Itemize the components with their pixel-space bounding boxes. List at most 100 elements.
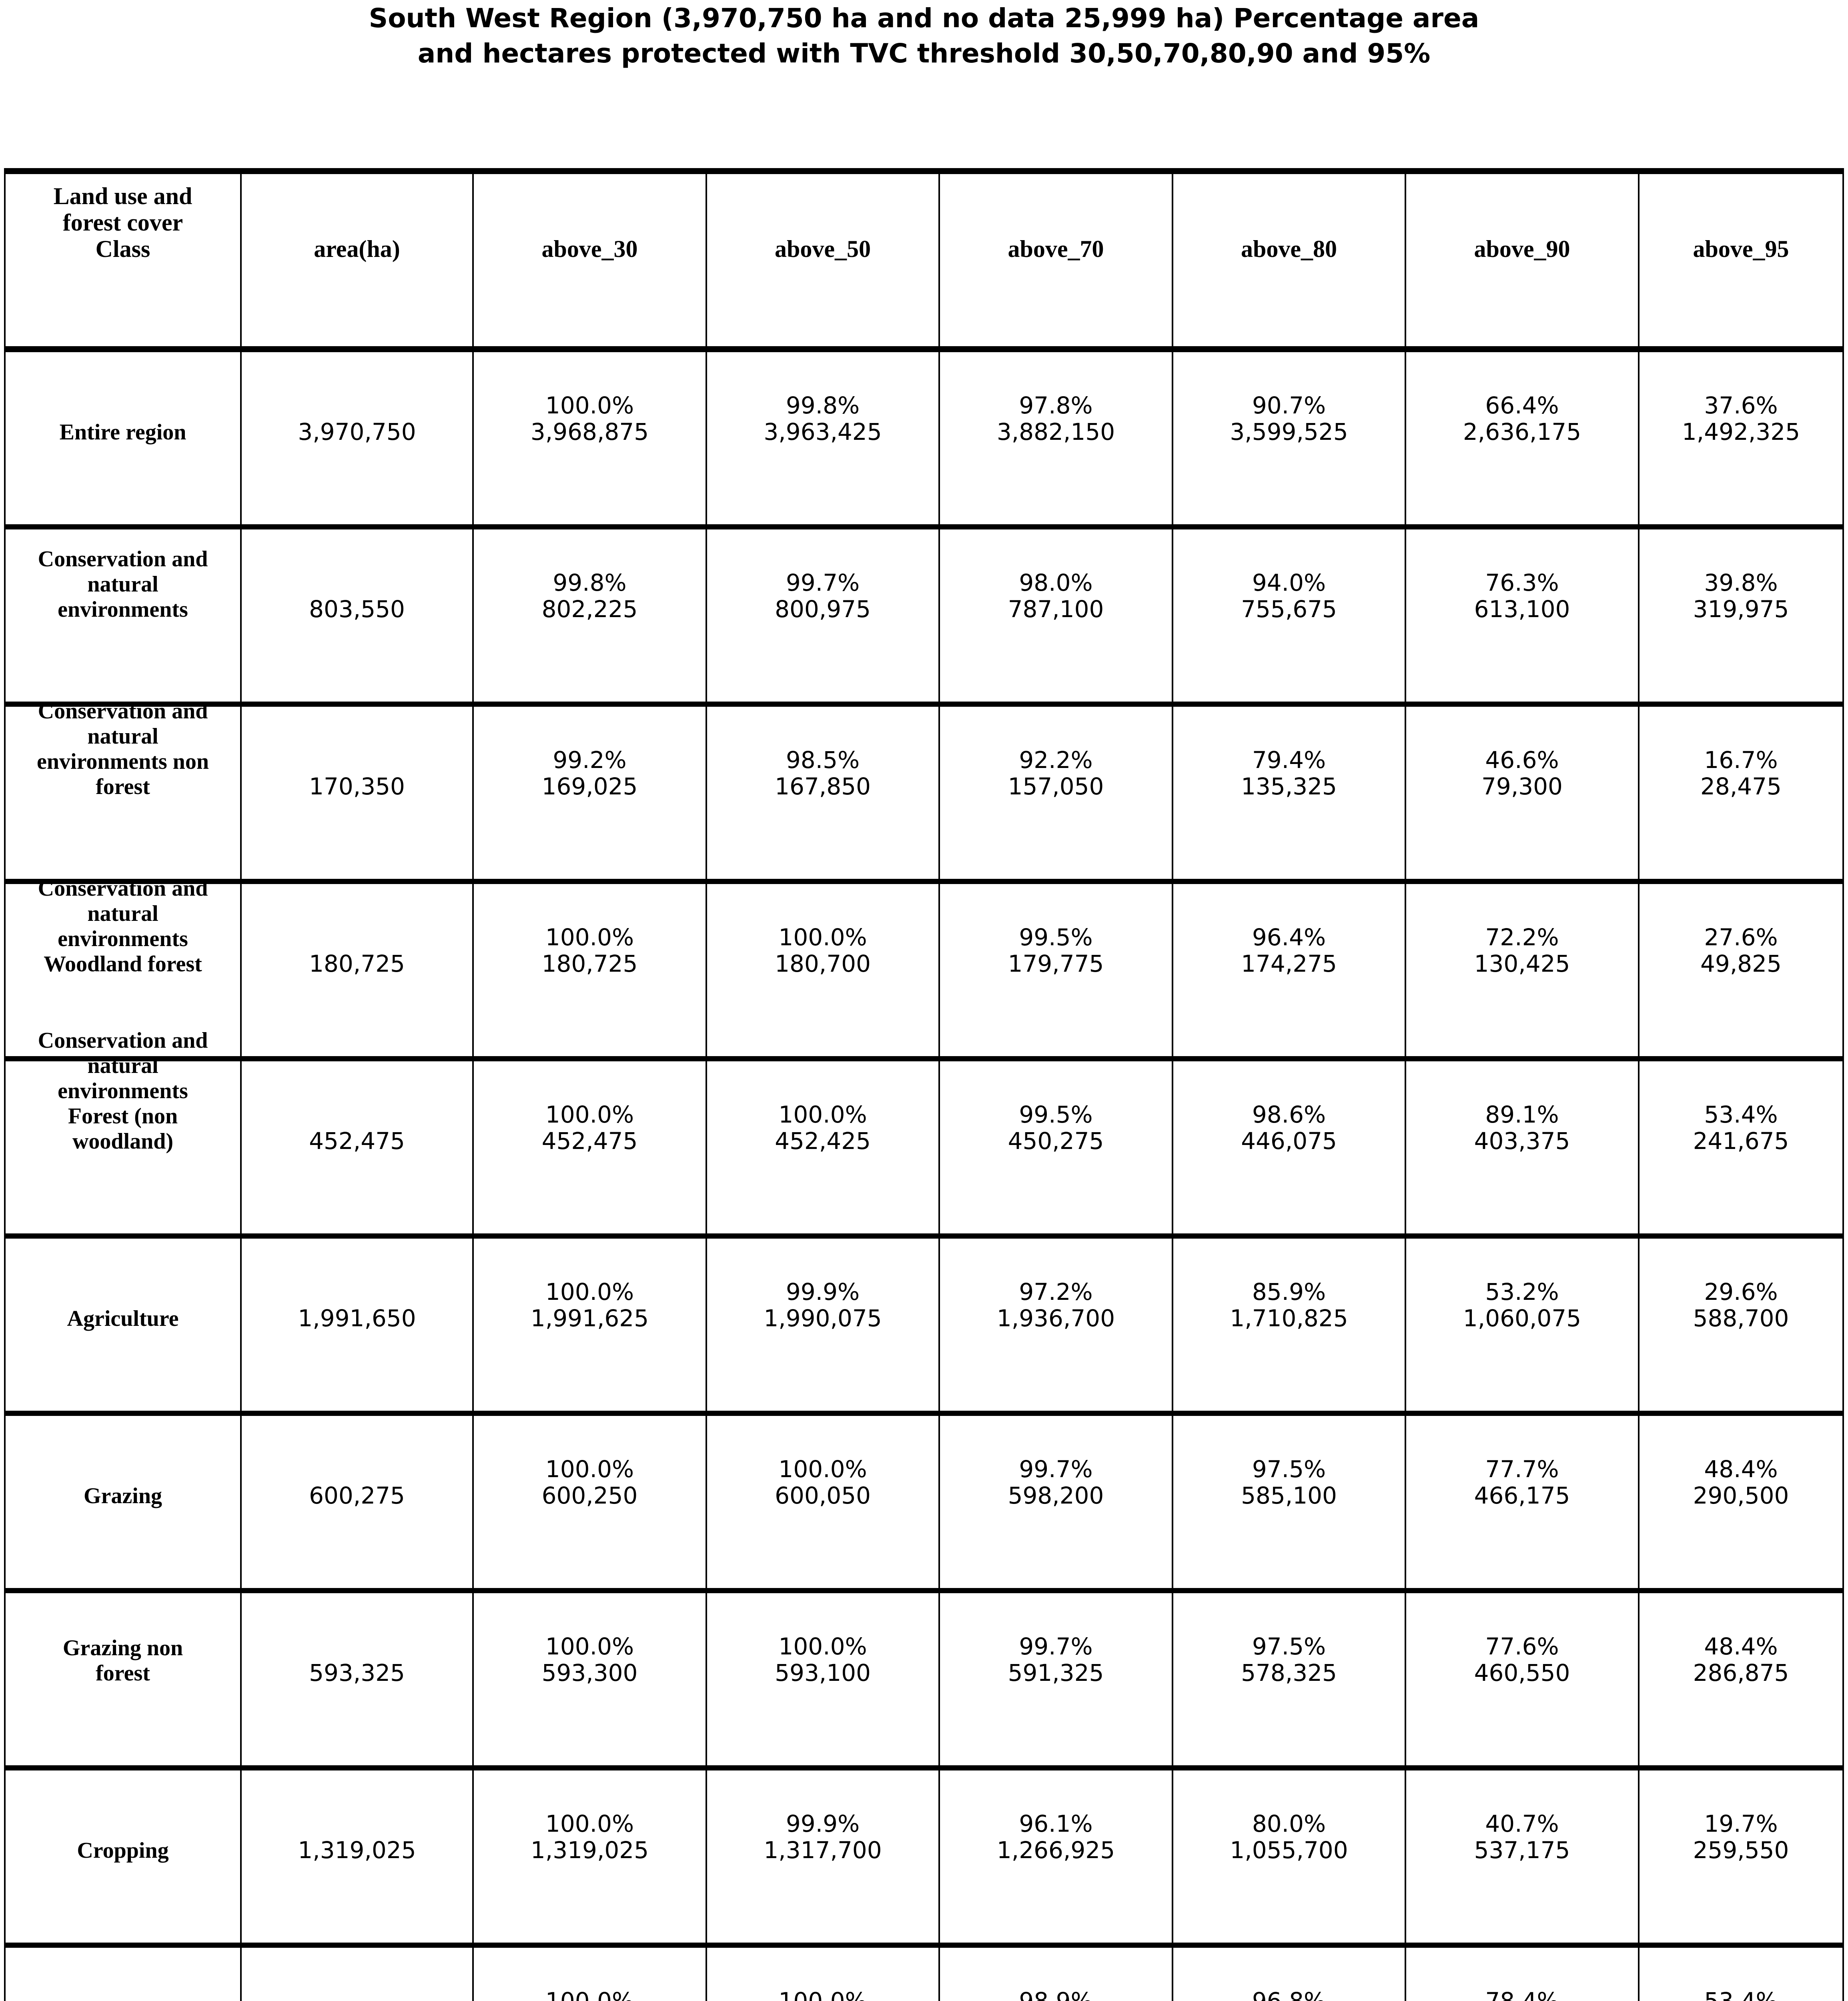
value-block: 100.0% 452,425 [707, 1101, 938, 1154]
percent-value: 53.4% [1704, 1101, 1778, 1128]
area-cell: 452,475 [240, 1059, 473, 1236]
header-cellbox: above_80 [1173, 174, 1405, 346]
above-50-cell: 98.5% 167,850 [706, 704, 939, 882]
value-block: 66.4% 2,636,175 [1406, 392, 1638, 445]
value-cellbox: 100.0%72,225 [707, 1948, 938, 2001]
percent-value: 100.0% [545, 1987, 634, 2001]
above-80-cell: 79.4% 135,325 [1172, 704, 1405, 882]
hectares-value: 598,200 [1008, 1482, 1104, 1509]
percent-value: 39.8% [1704, 569, 1778, 596]
value-block: 48.4% 290,500 [1640, 1456, 1842, 1509]
value-block: 99.5% 450,275 [940, 1101, 1172, 1154]
value-block: 100.0% 452,475 [474, 1101, 706, 1154]
percent-value: 37.6% [1704, 392, 1778, 419]
value-cellbox: 100.0% 1,319,025 [474, 1770, 706, 1943]
percent-value: 99.5% [1019, 1101, 1093, 1128]
hectares-value: 1,055,700 [1230, 1837, 1348, 1864]
area-number: 170,350 [309, 773, 405, 800]
header-label: above_95 [1693, 236, 1789, 262]
class-cellbox: Entire region [6, 352, 240, 524]
table-row: Entire region 3,970,750 100.0% 3,968,875 99.… [4, 349, 1843, 527]
value-cellbox: 97.5% 578,325 [1173, 1593, 1405, 1765]
value-cellbox: 80.0% 1,055,700 [1173, 1770, 1405, 1943]
area-value: 1,991,650 [242, 1305, 472, 1331]
area-cellbox: 72,250 [242, 1948, 472, 2001]
value-block: 78.4%56,650 [1406, 1988, 1638, 2001]
hectares-value: 600,050 [775, 1482, 871, 1509]
area-cellbox: 1,319,025 [242, 1770, 472, 1943]
value-cellbox: 100.0% 1,991,625 [474, 1239, 706, 1411]
above-90-cell: 53.2% 1,060,075 [1405, 1236, 1639, 1414]
area-number: 1,319,025 [298, 1837, 416, 1864]
above-70-cell: 99.7% 591,325 [938, 1590, 1173, 1768]
hectares-value: 802,225 [541, 595, 638, 623]
table-row: Conservation and natural environments 803… [4, 527, 1843, 704]
above-70-cell: 98.0% 787,100 [938, 527, 1173, 704]
value-block: 99.7% 598,200 [940, 1456, 1172, 1509]
hectares-value: 578,325 [1241, 1659, 1337, 1686]
class-label: Cropping [77, 1838, 169, 1863]
value-cellbox: 53.4% 241,675 [1640, 1061, 1842, 1233]
percent-value: 48.4% [1704, 1633, 1778, 1660]
above-70-cell: 99.7% 598,200 [938, 1413, 1173, 1591]
above-50-cell: 100.0%72,225 [706, 1945, 939, 2001]
area-cellbox: 170,350 [242, 707, 472, 879]
above-30-cell: 100.0% 180,725 [472, 881, 706, 1059]
class-cell: Conservation and natural environments [4, 527, 241, 704]
above-70-cell: 99.5% 450,275 [938, 1059, 1173, 1236]
value-cellbox: 100.0% 180,725 [474, 884, 706, 1056]
value-cellbox: 98.0% 787,100 [940, 529, 1172, 702]
value-block: 39.8% 319,975 [1640, 569, 1842, 622]
hectares-value: 593,100 [775, 1659, 871, 1686]
percent-value: 92.2% [1019, 746, 1093, 774]
percent-value: 53.2% [1485, 1278, 1559, 1305]
value-block: 89.1% 403,375 [1406, 1101, 1638, 1154]
above-80-cell: 96.8%69,925 [1172, 1945, 1405, 2001]
value-block: 96.4% 174,275 [1173, 924, 1405, 977]
value-block: 100.0% 180,700 [707, 924, 938, 977]
above-95-cell: 16.7% 28,475 [1638, 704, 1843, 882]
value-cellbox: 99.7% 800,975 [707, 529, 938, 702]
value-cellbox: 99.8% 3,963,425 [707, 352, 938, 524]
percent-value: 78.4% [1485, 1987, 1559, 2001]
percent-value: 80.0% [1252, 1810, 1326, 1837]
above-50-cell: 100.0% 600,050 [706, 1413, 939, 1591]
above-90-cell: 76.3% 613,100 [1405, 527, 1639, 704]
value-cellbox: 97.8% 3,882,150 [940, 352, 1172, 524]
percent-value: 90.7% [1252, 392, 1326, 419]
value-block: 99.5% 179,775 [940, 924, 1172, 977]
area-cell: 600,275 [240, 1413, 473, 1591]
percent-value: 100.0% [545, 1633, 634, 1660]
percent-value: 27.6% [1704, 924, 1778, 951]
value-block: 100.0% 1,991,625 [474, 1279, 706, 1331]
class-cellbox: Conservation and natural environments no… [6, 699, 240, 879]
area-number: 803,550 [309, 595, 405, 623]
percent-value: 98.9% [1019, 1987, 1093, 2001]
class-label: Conservation and natural environments Fo… [38, 1028, 208, 1154]
above-95-cell: 53.4% 241,675 [1638, 1059, 1843, 1236]
hectares-value: 179,775 [1008, 950, 1104, 977]
percent-value: 99.8% [553, 569, 627, 596]
percent-value: 99.7% [1019, 1633, 1093, 1660]
value-cellbox: 39.8% 319,975 [1640, 529, 1842, 702]
value-block: 99.7% 800,975 [707, 569, 938, 622]
percent-value: 99.8% [786, 392, 860, 419]
hectares-value: 466,175 [1474, 1482, 1570, 1509]
above-95-cell: 48.4% 286,875 [1638, 1590, 1843, 1768]
class-cellbox: Conservation and natural environments Wo… [6, 876, 240, 1056]
value-cellbox: 94.0% 755,675 [1173, 529, 1405, 702]
class-label: Conservation and natural environments [38, 547, 208, 622]
percent-value: 100.0% [778, 1987, 867, 2001]
above-95-cell: 19.7% 259,550 [1638, 1768, 1843, 1945]
percent-value: 100.0% [545, 1101, 634, 1128]
page-title-line1: South West Region (3,970,750 ha and no d… [369, 3, 1479, 34]
area-cell: 170,350 [240, 704, 473, 882]
above-50-cell: 100.0% 180,700 [706, 881, 939, 1059]
value-cellbox: 100.0% 593,100 [707, 1593, 938, 1765]
hectares-value: 157,050 [1008, 773, 1104, 800]
class-cell: Conservation and natural environments Wo… [4, 876, 241, 1059]
class-cell: Grazing [4, 1413, 241, 1591]
area-cellbox: 600,275 [242, 1416, 472, 1588]
table-row: Grazing 600,275 100.0% 600,250 100.0% 600,050… [4, 1413, 1843, 1591]
hectares-value: 593,300 [541, 1659, 638, 1686]
